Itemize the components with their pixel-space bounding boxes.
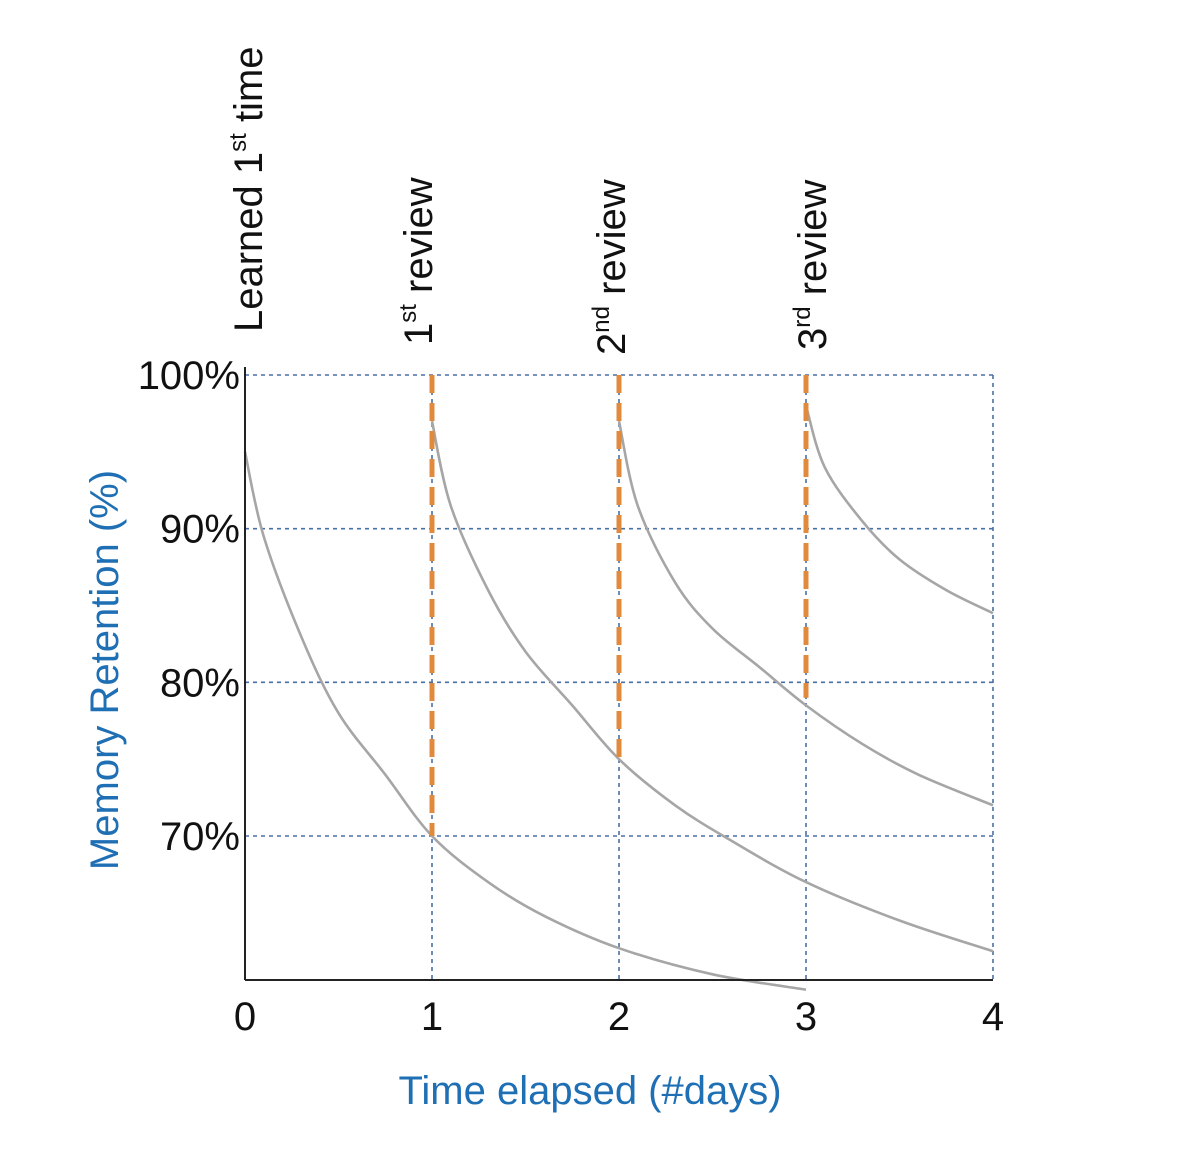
event-labels: Learned 1st time 1st review 2nd review 3rd … bbox=[225, 46, 835, 355]
event-label-1: 1st review bbox=[395, 177, 441, 345]
x-tick-labels: 0 1 2 3 4 bbox=[234, 995, 1004, 1039]
axes bbox=[244, 367, 993, 981]
forgetting-curve-4 bbox=[804, 405, 994, 615]
y-axis-title: Memory Retention (%) bbox=[83, 470, 127, 870]
x-tick-label-4: 4 bbox=[982, 995, 1004, 1039]
grid-lines bbox=[245, 374, 994, 980]
event-label-0: Learned 1st time bbox=[225, 46, 271, 332]
forgetting-curve-3 bbox=[617, 420, 994, 807]
event-label-3: 3rd review bbox=[789, 180, 835, 350]
event-label-2: 2nd review bbox=[588, 179, 634, 355]
y-tick-label-70: 70% bbox=[160, 815, 240, 859]
x-tick-label-3: 3 bbox=[795, 995, 817, 1039]
x-tick-label-0: 0 bbox=[234, 995, 256, 1039]
y-tick-label-80: 80% bbox=[160, 661, 240, 705]
x-axis-title: Time elapsed (#days) bbox=[398, 1069, 781, 1113]
y-tick-label-90: 90% bbox=[160, 508, 240, 552]
y-tick-labels: 100% 90% 80% 70% bbox=[138, 354, 240, 859]
forgetting-curve-1 bbox=[243, 451, 807, 991]
x-tick-label-2: 2 bbox=[608, 995, 630, 1039]
x-tick-label-1: 1 bbox=[421, 995, 443, 1039]
y-tick-label-100: 100% bbox=[138, 354, 240, 398]
forgetting-curve-2 bbox=[430, 420, 994, 953]
review-markers bbox=[429, 375, 809, 836]
